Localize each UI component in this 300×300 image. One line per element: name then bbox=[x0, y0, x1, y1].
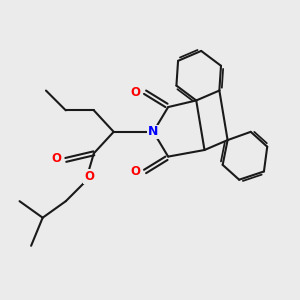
Text: O: O bbox=[52, 152, 61, 165]
Text: O: O bbox=[84, 170, 94, 183]
Text: O: O bbox=[131, 86, 141, 99]
Text: N: N bbox=[148, 125, 158, 138]
Text: O: O bbox=[131, 165, 141, 178]
